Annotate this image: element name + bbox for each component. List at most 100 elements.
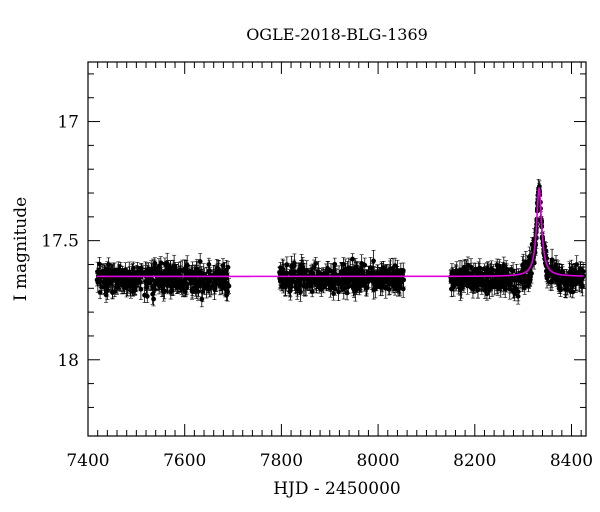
data-point [526,282,531,288]
data-point [465,283,471,289]
data-point [101,279,107,285]
data-point [219,270,225,275]
data-point [512,275,518,281]
data-point [501,284,507,290]
observations [94,179,586,308]
data-point [106,262,111,267]
data-point [179,268,185,274]
data-point [301,283,306,289]
data-point [174,285,180,291]
data-point [374,271,380,277]
data-point [571,275,577,281]
data-point [520,262,526,267]
data-point [111,278,117,283]
data-point [149,267,155,273]
data-point [298,289,303,295]
data-point [198,278,203,284]
data-point [97,289,103,295]
data-point [494,282,500,288]
data-point [189,269,194,274]
data-point [144,293,150,299]
data-point [360,270,366,276]
data-point [300,276,306,282]
data-point [313,261,319,266]
data-point [365,279,371,284]
data-point [392,263,398,269]
data-point [156,283,162,289]
data-point [519,277,525,282]
data-point [151,296,156,302]
data-point [481,266,487,272]
data-point [144,284,149,290]
data-point [356,278,362,283]
data-point [206,262,212,267]
data-point [211,280,217,286]
chart-title: OGLE-2018-BLG-1369 [246,25,428,44]
data-point [177,279,183,285]
data-point [471,285,477,290]
data-point [288,285,293,291]
data-point [396,281,402,287]
data-point [157,271,163,277]
data-point [482,287,488,293]
data-point [325,267,331,273]
data-point [199,296,205,302]
data-point [220,263,226,269]
data-point [472,279,478,285]
data-point [162,261,168,267]
data-point [390,283,396,289]
data-point [502,270,508,276]
data-point [461,271,467,276]
data-point [158,260,164,266]
data-point [284,277,290,282]
data-point [529,271,534,276]
data-point [362,277,367,283]
data-point [221,275,227,281]
data-point [165,282,170,288]
data-point [280,283,285,289]
data-point [383,278,389,283]
data-point [468,264,474,270]
data-point [146,271,152,277]
data-point [486,282,492,288]
data-point [130,271,136,277]
data-point [556,282,562,288]
data-point [564,280,570,286]
data-point [214,267,220,273]
data-point [457,268,463,274]
data-point [284,262,290,268]
data-point [161,289,167,295]
data-point [122,278,128,284]
data-point [352,282,358,287]
data-point [479,276,485,282]
data-point [494,263,500,268]
data-point [138,286,144,292]
data-point [385,268,391,274]
data-point [115,280,121,286]
data-point [304,268,310,273]
data-point [202,285,208,290]
data-point [327,281,333,287]
data-point [330,271,336,277]
data-point [184,285,190,291]
data-point [562,286,568,292]
data-point [510,289,516,294]
data-point [353,265,359,270]
data-point [576,276,582,282]
data-point [371,287,377,292]
data-point [379,278,385,283]
data-point [341,261,346,267]
data-point [220,285,226,291]
data-point [97,261,102,267]
data-point [197,259,203,264]
data-point [477,270,483,276]
data-point [307,283,313,289]
data-point [302,271,308,277]
data-point [339,281,344,287]
data-point [139,268,144,274]
data-point [494,268,499,274]
data-point [209,284,214,290]
data-point [509,267,515,273]
data-point [314,279,319,285]
